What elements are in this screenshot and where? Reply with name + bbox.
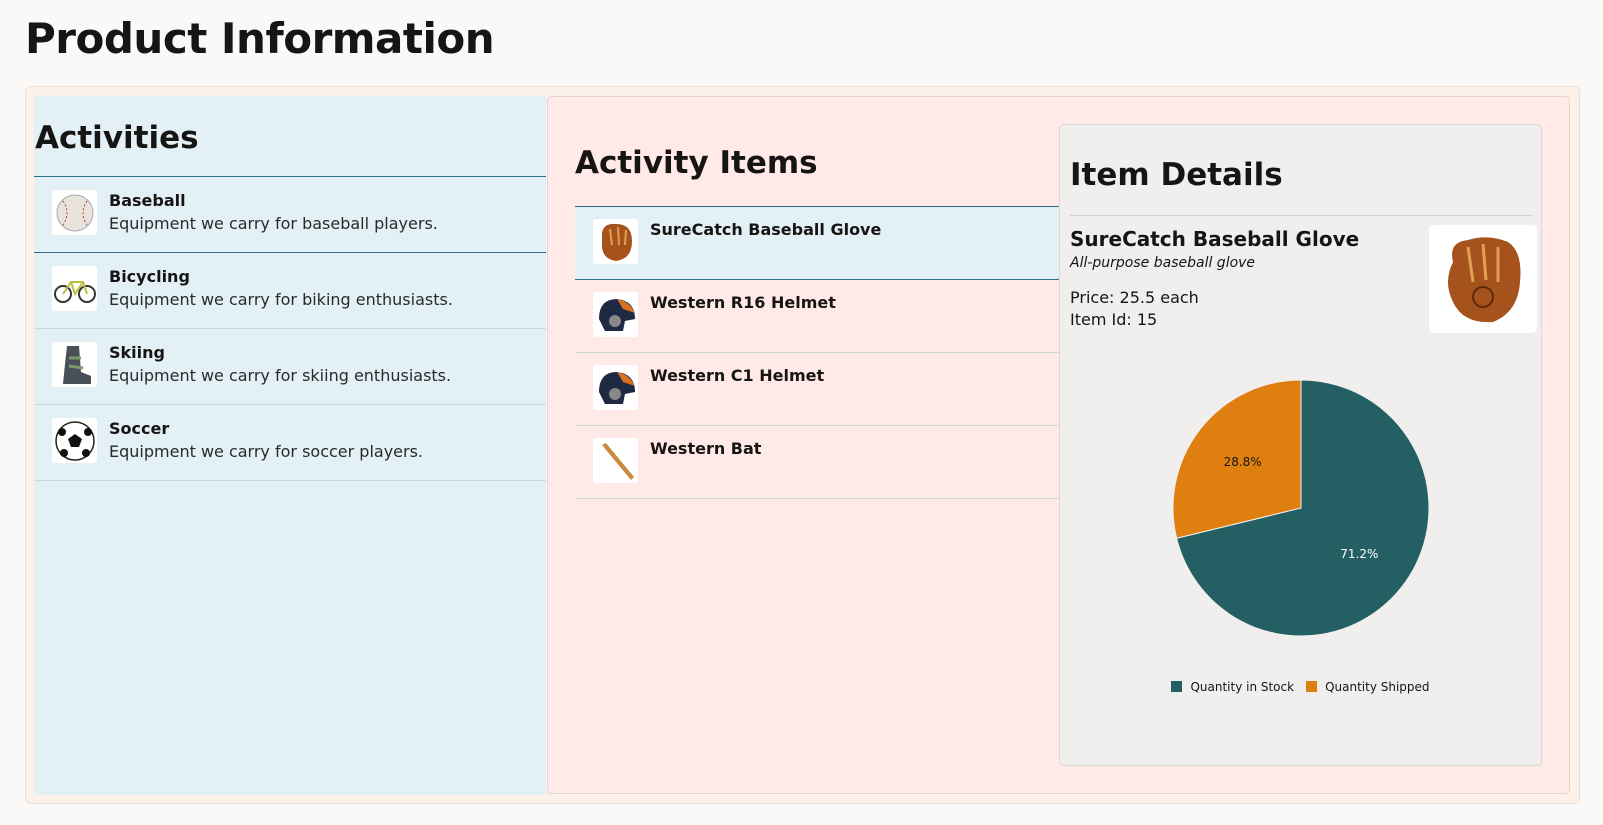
- item-name: SureCatch Baseball Glove: [650, 220, 882, 239]
- item-text: Western Bat: [650, 438, 761, 460]
- glove-icon: [593, 219, 638, 264]
- activity-item-baseball[interactable]: Baseball Equipment we carry for baseball …: [34, 177, 546, 253]
- item-name: Western Bat: [650, 439, 762, 458]
- pie-data-label: 71.2%: [1340, 547, 1378, 561]
- activity-item-skiing[interactable]: Skiing Equipment we carry for skiing enth…: [34, 329, 546, 405]
- item-description: Equipment we carry for biking enthusiast…: [109, 290, 453, 309]
- legend-item[interactable]: Quantity in Stock: [1171, 680, 1294, 694]
- legend-swatch: [1171, 681, 1183, 692]
- item-text: Skiing Equipment we carry for skiing enth…: [109, 342, 451, 388]
- bat-icon: [593, 438, 638, 483]
- baseball-icon: [52, 190, 97, 235]
- ski-boot-icon: [52, 342, 97, 387]
- activity-item-bicycling[interactable]: Bicycling Equipment we carry for biking e…: [34, 253, 546, 329]
- item-description: Equipment we carry for skiing enthusiast…: [109, 366, 452, 385]
- pie-chart: 71.2% 28.8%: [1172, 379, 1430, 637]
- item-name: Western R16 Helmet: [650, 293, 836, 312]
- item-name: Western C1 Helmet: [650, 366, 825, 385]
- item-description: Equipment we carry for soccer players.: [109, 442, 424, 461]
- item-name: SureCatch Baseball Glove: [1070, 227, 1360, 251]
- divider: [1070, 215, 1533, 216]
- item-text: SureCatch Baseball Glove: [650, 219, 881, 241]
- item-price: Price: 25.5 each: [1070, 288, 1199, 307]
- product-item-surecatch-baseball-glove[interactable]: SureCatch Baseball Glove: [575, 207, 1060, 280]
- chart-legend: Quantity in Stock Quantity Shipped: [1060, 680, 1541, 694]
- helmet-icon: [593, 365, 638, 410]
- item-description: Equipment we carry for baseball players.: [109, 214, 438, 233]
- item-text: Western R16 Helmet: [650, 292, 836, 314]
- activities-heading: Activities: [34, 96, 546, 177]
- pie-slice-quantity-in-stock[interactable]: [1176, 379, 1430, 637]
- pie-slice-quantity-shipped[interactable]: [1172, 379, 1302, 539]
- item-text: Baseball Equipment we carry for baseball …: [109, 190, 438, 236]
- page-title: Product Information: [25, 14, 495, 63]
- soccer-ball-icon: [52, 418, 97, 463]
- activity-item-soccer[interactable]: Soccer Equipment we carry for soccer play…: [34, 405, 546, 481]
- pie-data-label: 28.8%: [1224, 455, 1262, 469]
- product-item-western-bat[interactable]: Western Bat: [575, 426, 1060, 499]
- legend-item[interactable]: Quantity Shipped: [1306, 680, 1430, 694]
- item-name: Bicycling: [109, 267, 190, 286]
- legend-label: Quantity Shipped: [1325, 680, 1430, 694]
- glove-icon: [1448, 236, 1521, 322]
- activity-items-heading: Activity Items: [575, 145, 818, 181]
- item-name: Skiing: [109, 343, 165, 362]
- item-text: Soccer Equipment we carry for soccer play…: [109, 418, 423, 464]
- legend-swatch: [1306, 681, 1318, 692]
- activity-items-list: SureCatch Baseball Glove Western R16 Helm…: [575, 206, 1060, 499]
- helmet-icon: [593, 292, 638, 337]
- item-subtitle: All-purpose baseball glove: [1070, 255, 1256, 271]
- bicycle-icon: [52, 266, 97, 311]
- item-details-heading: Item Details: [1070, 157, 1283, 193]
- product-item-western-c1-helmet[interactable]: Western C1 Helmet: [575, 353, 1060, 426]
- item-price-block: Price: 25.5 each Item Id: 15: [1070, 287, 1199, 331]
- activities-list: Baseball Equipment we carry for baseball …: [34, 177, 546, 481]
- item-id: Item Id: 15: [1070, 310, 1158, 329]
- activities-panel: Activities Baseball Equipment we carry fo…: [34, 96, 546, 795]
- item-details-card: Item Details SureCatch Baseball Glove Al…: [1059, 124, 1542, 766]
- item-name: Baseball: [109, 191, 186, 210]
- item-image: [1429, 225, 1537, 333]
- item-text: Bicycling Equipment we carry for biking e…: [109, 266, 453, 312]
- item-name: Soccer: [109, 419, 170, 438]
- item-text: Western C1 Helmet: [650, 365, 824, 387]
- legend-label: Quantity in Stock: [1190, 680, 1295, 694]
- product-item-western-r16-helmet[interactable]: Western R16 Helmet: [575, 280, 1060, 353]
